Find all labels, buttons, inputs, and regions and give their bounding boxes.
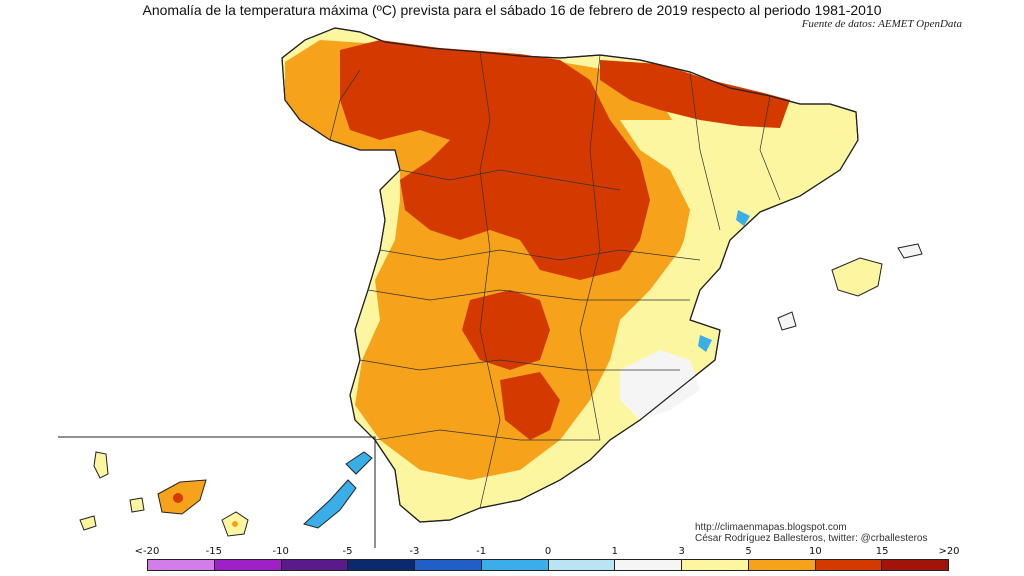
red-zone-center — [462, 290, 550, 370]
mallorca — [831, 257, 883, 297]
legend-tick-label: -3 — [409, 546, 420, 557]
legend-swatch — [615, 560, 682, 570]
legend-swatch — [415, 560, 482, 570]
la-gomera — [129, 497, 145, 513]
legend-swatch — [481, 560, 549, 570]
el-hierro — [79, 515, 97, 531]
color-legend — [147, 559, 949, 571]
legend-tick-labels: <-20 -15 -10 -5 -3 -1 0 1 3 5 10 15 >20 — [135, 546, 960, 558]
legend-tick-label: 10 — [808, 546, 822, 557]
cool-coast-valencia — [736, 210, 750, 226]
menorca — [897, 243, 923, 259]
la-palma — [93, 451, 109, 479]
author-credit: César Rodríguez Ballesteros, twitter: @c… — [695, 533, 928, 544]
legend-tick-label: <-20 — [134, 546, 160, 557]
credits-block: http://climaenmapas.blogspot.com César R… — [695, 522, 927, 544]
legend-swatch — [214, 560, 282, 570]
red-zone-north — [340, 40, 650, 280]
legend-swatch — [682, 560, 749, 570]
legend-tick-label: 0 — [544, 546, 552, 557]
lanzarote — [345, 451, 373, 475]
legend-swatch — [748, 560, 816, 570]
legend-tick-label: -10 — [272, 546, 289, 557]
legend-tick-label: -5 — [342, 546, 353, 557]
legend-tick-label: 1 — [611, 546, 619, 557]
legend-swatch — [348, 560, 415, 570]
legend-tick-label: >20 — [938, 546, 960, 557]
legend-tick-label: -1 — [476, 546, 487, 557]
ibiza — [777, 311, 797, 331]
legend-swatch — [281, 560, 349, 570]
legend-tick-label: 15 — [875, 546, 889, 557]
blog-url: http://climaenmapas.blogspot.com — [695, 522, 847, 533]
legend-tick-label: 3 — [678, 546, 685, 557]
legend-swatch — [548, 560, 616, 570]
data-source: Fuente de datos: AEMET OpenData — [801, 18, 962, 30]
legend-tick-label: -15 — [205, 546, 222, 557]
region-boundaries — [329, 51, 781, 509]
map-title: Anomalía de la temperatura máxima (ºC) p… — [142, 2, 882, 18]
neutral-zone-southeast — [620, 350, 700, 420]
cool-coast-alicante — [698, 335, 712, 352]
legend-tick-label: 5 — [745, 546, 752, 557]
canary-inset-frame — [58, 436, 376, 548]
tenerife-peak — [173, 493, 183, 503]
red-zone-south — [500, 372, 560, 440]
red-zone-northeast — [600, 60, 790, 128]
legend-swatch — [882, 560, 948, 570]
legend-swatch — [148, 560, 215, 570]
legend-swatch — [815, 560, 883, 570]
fuerteventura — [303, 479, 357, 529]
